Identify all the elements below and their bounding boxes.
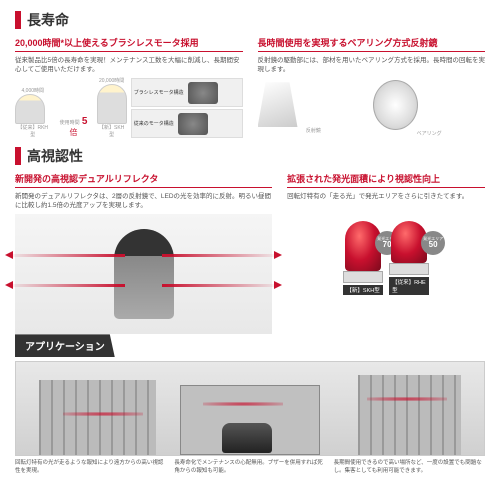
body-text: 従来製品比5倍の長寿命を実現！メンテナンス工数を大幅に削減し、長期間安心してご使… [15, 56, 243, 74]
visibility-right-column: 拡張された発光面積により視認性向上 回転灯特有の「走る光」で発光エリアをさらに引… [287, 172, 485, 334]
section-title: 長寿命 [27, 10, 69, 30]
motor-old-title: 従来のモータ構造 [134, 120, 174, 127]
caption-2: 長寿命化でメンテナンスの心配無用。ブザーを併用すれば死角からの報知も可能。 [174, 460, 325, 474]
body-text: 新開発のデュアルリフレクタは、2層の反射鏡で、LEDの光を効率的に反射。明るい昼… [15, 192, 272, 210]
arrow-left-icon [5, 251, 13, 259]
application-header: アプリケーション [15, 334, 115, 357]
arrow-right-icon [274, 281, 282, 289]
beam-icon [203, 402, 283, 406]
hours-new-label: 20,000時間 [97, 77, 127, 84]
caption-3: 長期間使用できるので高い場所など、一度の設置でも問題なし。集客としても利用可能で… [334, 460, 485, 474]
beacon-base [389, 263, 429, 275]
headline: 新開発の高視認デュアルリフレクタ [15, 172, 272, 188]
new-model-label: 【新】SKH型 [97, 124, 127, 138]
headline: 長時間使用を実現するベアリング方式反射鏡 [258, 36, 486, 52]
multiplier-label: 使用時間 [60, 120, 80, 126]
beacon-icon [114, 229, 174, 319]
bearing-icon [373, 80, 418, 130]
headline: 20,000時間*以上使えるブラシレスモータ採用 [15, 36, 243, 52]
accent-bar [15, 11, 21, 29]
building-icon [39, 380, 156, 455]
car-icon [222, 423, 272, 453]
building-icon [358, 375, 461, 455]
new-light-icon [97, 84, 127, 124]
conventional-motor-box: 従来のモータ構造 [131, 109, 243, 138]
section-header-visibility: 高視認性 [15, 146, 485, 166]
red-beacon-icon: 発光エリア 50 [391, 221, 427, 263]
motor-icon [188, 82, 218, 104]
percentage-badge: 発光エリア 50 [421, 231, 445, 255]
multiplier-unit: 倍 [70, 128, 78, 137]
light-beam [5, 254, 125, 257]
mirror-label: 反射鏡 [258, 127, 370, 134]
headline: 拡張された発光面積により視認性向上 [287, 172, 485, 188]
motor-icon [178, 113, 208, 135]
application-captions: 回転灯特有の光が走るような報知により遠方からの高い視認性を実現。 長寿命化でメン… [15, 460, 485, 474]
model-label: 【従来】RHE型 [389, 277, 429, 295]
application-scene [15, 361, 485, 456]
caption-1: 回転灯特有の光が走るような報知により遠方からの高い視認性を実現。 [15, 460, 166, 474]
pct-value: 50 [429, 241, 438, 249]
body-text: 回転灯特有の「走る光」で発光エリアをさらに引きたてます。 [287, 192, 485, 201]
beam-icon [367, 397, 447, 401]
old-light-icon [15, 94, 45, 124]
mirror-top-icon [258, 82, 298, 127]
light-beam [162, 254, 282, 257]
motor-diagram: ブラシレスモータ構造 従来のモータ構造 [131, 78, 243, 138]
arrow-left-icon [5, 281, 13, 289]
red-beacon-icon: 発光エリア 70 [345, 221, 381, 271]
emission-area-figure: 発光エリア 70 【新】SKH型 発光エリア 50 [287, 205, 485, 295]
section-header-longevity: 長寿命 [15, 10, 485, 30]
motor-new-title: ブラシレスモータ構造 [134, 89, 184, 96]
visibility-left-column: 新開発の高視認デュアルリフレクタ 新開発のデュアルリフレクタは、2層の反射鏡で、… [15, 172, 272, 334]
section-title: 高視認性 [27, 146, 83, 166]
model-label: 【新】SKH型 [343, 285, 382, 295]
old-model-label: 【従来】RKH型 [15, 124, 51, 138]
hours-old-label: 4,000時間 [15, 87, 51, 94]
longevity-right-column: 長時間使用を実現するベアリング方式反射鏡 反射鏡の駆動部には、部材を用いたベアリ… [258, 36, 486, 138]
accent-bar [15, 147, 21, 165]
old-light-figure: 発光エリア 50 【従来】RHE型 [389, 221, 429, 295]
multiplier-value: 5 [82, 116, 88, 127]
bearing-label: ベアリング [373, 130, 485, 137]
body-text: 反射鏡の駆動部には、部材を用いたベアリング方式を採用。長時間の回転を実現します。 [258, 56, 486, 74]
beam-icon [63, 412, 143, 416]
longevity-left-column: 20,000時間*以上使えるブラシレスモータ採用 従来製品比5倍の長寿命を実現！… [15, 36, 243, 138]
lifetime-comparison-figure: 4,000時間 【従来】RKH型 使用時間 5 倍 20,000時間 【新】SK… [15, 78, 127, 138]
light-beam [5, 284, 125, 287]
arrow-right-icon [274, 251, 282, 259]
new-light-figure: 発光エリア 70 【新】SKH型 [343, 221, 383, 295]
bearing-figure: 反射鏡 ベアリング [258, 78, 486, 138]
beacon-base [343, 271, 383, 283]
dual-reflector-figure [15, 214, 272, 334]
brushless-motor-box: ブラシレスモータ構造 [131, 78, 243, 107]
light-beam [162, 284, 282, 287]
